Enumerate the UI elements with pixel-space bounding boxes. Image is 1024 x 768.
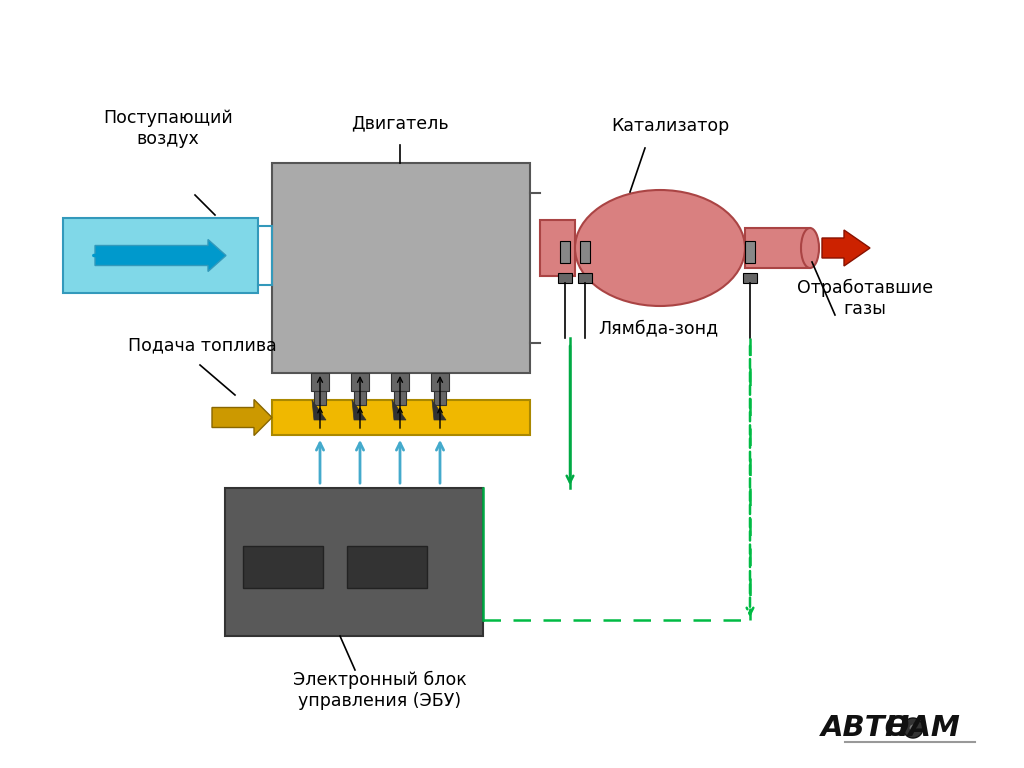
- Bar: [354, 391, 366, 405]
- Polygon shape: [212, 399, 272, 435]
- Text: Поступающий
воздух: Поступающий воздух: [103, 109, 232, 148]
- Bar: [351, 373, 369, 391]
- Bar: [560, 241, 570, 263]
- Bar: [63, 218, 258, 293]
- Text: Катализатор: Катализатор: [611, 117, 729, 135]
- Text: Лямбда-зонд: Лямбда-зонд: [598, 319, 718, 337]
- Text: Двигатель: Двигатель: [351, 114, 449, 132]
- Polygon shape: [392, 400, 406, 420]
- Bar: [558, 273, 572, 283]
- Bar: [225, 488, 483, 636]
- Bar: [272, 163, 530, 373]
- Bar: [540, 220, 575, 276]
- Circle shape: [903, 718, 923, 738]
- Bar: [745, 228, 810, 268]
- Text: НАМ: НАМ: [884, 714, 961, 742]
- Text: Подача топлива: Подача топлива: [128, 336, 276, 354]
- Bar: [272, 400, 530, 435]
- Bar: [391, 373, 409, 391]
- Bar: [311, 373, 329, 391]
- Ellipse shape: [575, 190, 745, 306]
- Bar: [394, 391, 406, 405]
- Bar: [434, 391, 446, 405]
- Polygon shape: [312, 400, 326, 420]
- Bar: [745, 241, 755, 263]
- Bar: [580, 241, 590, 263]
- Bar: [243, 546, 323, 588]
- Text: Отработавшие
газы: Отработавшие газы: [797, 279, 933, 317]
- Polygon shape: [352, 400, 366, 420]
- Text: Электронный блок
управления (ЭБУ): Электронный блок управления (ЭБУ): [293, 670, 467, 710]
- Ellipse shape: [801, 228, 819, 268]
- Polygon shape: [95, 240, 226, 272]
- Bar: [431, 373, 449, 391]
- Bar: [314, 391, 326, 405]
- Text: АВТО: АВТО: [820, 714, 910, 742]
- Bar: [347, 546, 427, 588]
- Bar: [578, 273, 592, 283]
- Polygon shape: [432, 400, 446, 420]
- Bar: [743, 273, 757, 283]
- Circle shape: [909, 724, 918, 732]
- Polygon shape: [822, 230, 870, 266]
